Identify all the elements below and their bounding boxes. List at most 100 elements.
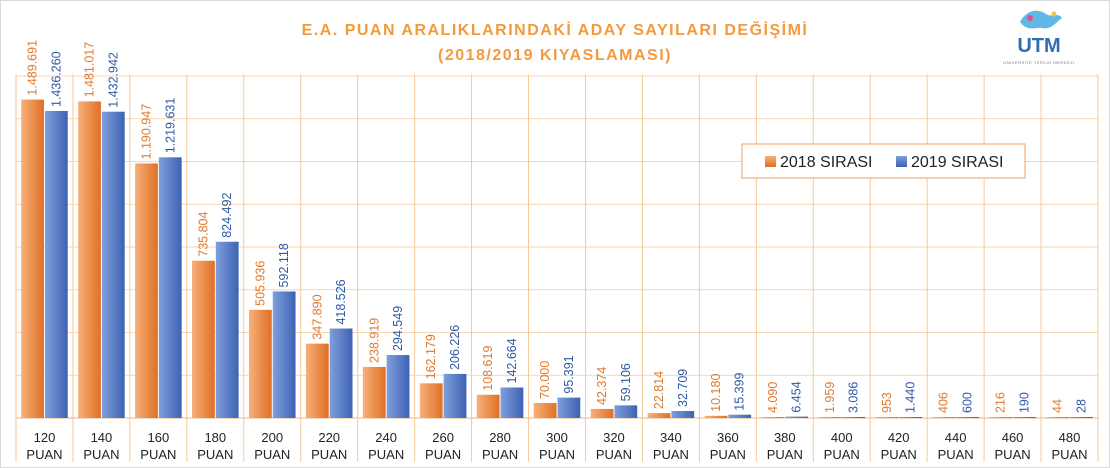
x-tick-label: 160 [148, 430, 170, 445]
data-label-2019: 592.118 [277, 243, 291, 287]
x-tick-suffix: PUAN [1051, 447, 1087, 462]
data-label-2018: 70.000 [538, 361, 552, 399]
data-labels: 1.489.691 1.436.260 1.481.017 1.432.942 1.19… [26, 40, 1089, 413]
bar-2018 [704, 415, 728, 418]
data-label-2019: 3.086 [847, 382, 861, 413]
data-label-2019: 32.709 [676, 369, 690, 407]
data-label-2019: 28 [1074, 399, 1088, 413]
bar-2019 [101, 111, 125, 418]
bar-2018 [875, 417, 899, 418]
data-label-2018: 1.190.947 [139, 104, 153, 160]
x-tick-label: 320 [603, 430, 625, 445]
data-label-2019: 6.454 [790, 381, 804, 412]
bar-2019 [272, 291, 296, 418]
data-label-2019: 824.492 [220, 193, 234, 238]
data-label-2018: 406 [937, 392, 951, 413]
bar-2018 [533, 403, 557, 418]
bar-2018 [78, 101, 101, 418]
bar-2019 [1070, 417, 1093, 418]
data-label-2018: 10.180 [709, 374, 723, 412]
bars [21, 99, 1093, 419]
bar-2019 [956, 417, 979, 418]
legend-swatch-2019 [896, 156, 907, 167]
data-label-2019: 418.526 [334, 279, 348, 324]
x-tick-suffix: PUAN [425, 447, 461, 462]
x-tick-label: 440 [945, 430, 967, 445]
x-tick-label: 300 [546, 430, 568, 445]
data-label-2019: 95.391 [562, 355, 576, 393]
bar-2018 [932, 417, 956, 418]
bar-2019 [443, 373, 467, 418]
x-tick-label: 260 [432, 430, 454, 445]
logo-text: UTM [1017, 35, 1060, 57]
data-label-2019: 600 [961, 392, 975, 413]
bar-2018 [590, 408, 614, 418]
data-label-2018: 4.090 [766, 382, 780, 413]
x-tick-label: 380 [774, 430, 796, 445]
x-axis: 120 PUAN 140 PUAN 160 PUAN 180 PUAN 200 PUAN 220 PU… [26, 430, 1087, 462]
x-tick-suffix: PUAN [26, 447, 62, 462]
data-label-2018: 1.489.691 [26, 40, 40, 96]
bar-2019 [386, 355, 410, 418]
data-label-2019: 1.440 [904, 382, 918, 413]
legend: 2018 SIRASI 2019 SIRASI [741, 143, 1026, 179]
x-tick-label: 360 [717, 430, 739, 445]
x-tick-suffix: PUAN [311, 447, 347, 462]
data-label-2018: 108.619 [481, 346, 495, 391]
x-tick-label: 340 [660, 430, 682, 445]
bar-2019 [671, 411, 695, 418]
x-tick-suffix: PUAN [881, 447, 917, 462]
x-tick-label: 220 [318, 430, 340, 445]
bar-2019 [728, 414, 752, 418]
x-tick-suffix: PUAN [254, 447, 290, 462]
data-label-2018: 238.919 [367, 318, 381, 363]
x-tick-label: 120 [34, 430, 56, 445]
legend-label-2018: 2018 SIRASI [780, 154, 873, 171]
x-tick-suffix: PUAN [140, 447, 176, 462]
x-tick-label: 140 [91, 430, 113, 445]
logo-dot-icon [1051, 11, 1057, 17]
bar-2019 [1013, 417, 1036, 418]
bar-2018 [476, 394, 500, 418]
chart-title-line2: (2018/2019 KIYASLAMASI) [438, 47, 672, 64]
bar-2018 [818, 417, 842, 418]
bar-2018 [761, 417, 785, 418]
data-label-2018: 44 [1051, 399, 1065, 413]
bar-2019 [785, 416, 809, 418]
x-tick-suffix: PUAN [995, 447, 1031, 462]
data-label-2018: 505.936 [253, 261, 267, 306]
bar-2019 [215, 241, 239, 418]
data-label-2019: 206.226 [448, 325, 462, 370]
x-tick-suffix: PUAN [767, 447, 803, 462]
bar-2019 [614, 405, 638, 418]
data-label-2018: 347.890 [310, 294, 324, 339]
x-tick-suffix: PUAN [938, 447, 974, 462]
data-label-2019: 59.106 [619, 363, 633, 401]
data-label-2018: 42.374 [595, 367, 609, 405]
x-tick-suffix: PUAN [539, 447, 575, 462]
data-label-2018: 1.481.017 [83, 42, 97, 98]
x-tick-suffix: PUAN [710, 447, 746, 462]
data-label-2018: 162.179 [424, 334, 438, 379]
x-tick-suffix: PUAN [824, 447, 860, 462]
bar-2018 [192, 260, 215, 418]
x-tick-label: 180 [204, 430, 226, 445]
data-label-2019: 142.664 [505, 338, 519, 383]
legend-swatch-2018 [765, 156, 776, 167]
bar-2018 [305, 343, 329, 418]
bar-2018 [362, 366, 386, 418]
x-tick-label: 240 [375, 430, 397, 445]
bar-2018 [647, 413, 671, 418]
bar-2019 [329, 328, 353, 418]
x-tick-suffix: PUAN [653, 447, 689, 462]
bar-2018 [248, 309, 272, 418]
logo-dot-icon [1027, 15, 1033, 21]
utm-logo: UTM UNIVERSITE TERCIH MERKEZI [1003, 10, 1074, 65]
chart-title-line1: E.A. PUAN ARALIKLARINDAKİ ADAY SAYILARI … [302, 20, 809, 39]
x-tick-suffix: PUAN [368, 447, 404, 462]
x-tick-suffix: PUAN [482, 447, 518, 462]
bar-2018 [989, 417, 1013, 418]
bar-2019 [158, 157, 182, 418]
data-label-2018: 953 [880, 392, 894, 413]
